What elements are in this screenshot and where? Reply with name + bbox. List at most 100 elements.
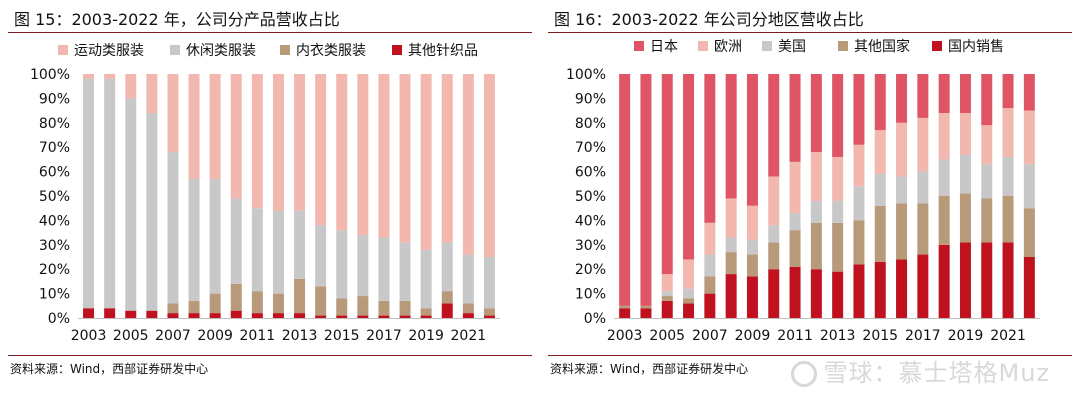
bar-segment bbox=[357, 296, 369, 316]
bar-segment bbox=[146, 310, 158, 318]
figure-15-title: 图 15：2003-2022 年，公司分产品营收占比 bbox=[14, 10, 340, 29]
bar-segment bbox=[315, 315, 327, 318]
bar-segment bbox=[789, 213, 801, 231]
bar-segment bbox=[619, 308, 631, 318]
bar-segment bbox=[483, 257, 495, 309]
bar-segment bbox=[230, 74, 242, 199]
bar-segment bbox=[661, 291, 673, 297]
bar-segment bbox=[378, 300, 390, 316]
x-tick-label: 2009 bbox=[197, 328, 233, 344]
title-rule bbox=[8, 32, 532, 33]
bar-segment bbox=[768, 225, 780, 243]
bar-segment bbox=[209, 313, 221, 318]
bar-segment bbox=[1023, 164, 1035, 209]
bar-segment bbox=[420, 249, 432, 309]
legend-label: 内衣类服装 bbox=[296, 43, 366, 59]
bar-segment bbox=[378, 315, 390, 318]
bar-segment bbox=[768, 242, 780, 270]
bar-segment bbox=[725, 74, 737, 199]
bar-segment bbox=[981, 164, 993, 199]
bar-segment bbox=[399, 74, 411, 243]
bar-segment bbox=[441, 291, 453, 304]
legend-label: 其他国家 bbox=[854, 38, 910, 55]
bar-segment bbox=[640, 74, 652, 306]
bar-segment bbox=[167, 74, 179, 153]
bar-segment bbox=[251, 291, 263, 314]
bar-segment bbox=[938, 113, 950, 160]
source-rule bbox=[548, 355, 1072, 356]
bar-segment bbox=[1002, 156, 1014, 196]
bar-segment bbox=[768, 176, 780, 226]
bar-segment bbox=[810, 152, 822, 201]
x-tick-label: 2005 bbox=[113, 328, 149, 344]
y-tick-label: 60% bbox=[39, 165, 70, 181]
bar-segment bbox=[683, 303, 695, 318]
bar-segment bbox=[146, 74, 158, 114]
y-tick-label: 50% bbox=[39, 189, 70, 205]
bar-segment bbox=[746, 276, 758, 318]
bar-segment bbox=[294, 313, 306, 318]
bar-segment bbox=[462, 303, 474, 314]
bar-segment bbox=[853, 144, 865, 187]
bar-segment bbox=[981, 242, 993, 318]
bar-segment bbox=[462, 254, 474, 304]
bar-segment bbox=[917, 171, 929, 204]
bar-segment bbox=[209, 74, 221, 179]
bar-segment bbox=[874, 74, 886, 131]
x-tick-label: 2015 bbox=[324, 328, 360, 344]
bar-segment bbox=[83, 74, 95, 79]
bar-segment bbox=[896, 122, 908, 177]
bar-segment bbox=[832, 222, 844, 272]
bar-segment bbox=[230, 283, 242, 311]
bar-segment bbox=[661, 300, 673, 318]
bar-segment bbox=[789, 161, 801, 214]
legend-swatch bbox=[280, 45, 290, 55]
bar-segment bbox=[853, 186, 865, 221]
bar-segment bbox=[209, 293, 221, 314]
bar-segment bbox=[683, 298, 695, 304]
bar-segment bbox=[230, 310, 242, 318]
bar-segment bbox=[704, 74, 716, 223]
x-tick-label: 2015 bbox=[862, 328, 898, 344]
snowball-logo-icon bbox=[791, 361, 818, 387]
bar-segment bbox=[746, 254, 758, 277]
y-tick-label: 40% bbox=[575, 213, 606, 229]
bar-segment bbox=[683, 259, 695, 289]
bar-segment bbox=[336, 298, 348, 316]
bar-segment bbox=[959, 113, 971, 155]
bar-segment bbox=[315, 225, 327, 287]
legend-label: 日本 bbox=[650, 39, 678, 55]
x-tick-label: 2017 bbox=[366, 328, 402, 344]
bar-segment bbox=[125, 74, 137, 99]
bar-segment bbox=[683, 74, 695, 260]
bar-segment bbox=[357, 74, 369, 236]
bar-segment bbox=[378, 237, 390, 301]
bar-segment bbox=[832, 200, 844, 223]
bar-segment bbox=[1002, 196, 1014, 243]
figure-16-source: 资料来源：Wind，西部证券研发中心 bbox=[550, 362, 749, 376]
bar-segment bbox=[420, 308, 432, 316]
y-tick-label: 30% bbox=[39, 238, 70, 254]
bar-segment bbox=[188, 74, 200, 179]
y-tick-label: 100% bbox=[566, 67, 606, 83]
bar-segment bbox=[917, 74, 929, 118]
bar-segment bbox=[420, 74, 432, 250]
bar-segment bbox=[378, 74, 390, 238]
y-tick-label: 70% bbox=[39, 140, 70, 156]
bar-segment bbox=[917, 254, 929, 318]
bar-segment bbox=[462, 313, 474, 318]
y-tick-label: 90% bbox=[39, 91, 70, 107]
bar-segment bbox=[188, 300, 200, 314]
legend-swatch bbox=[762, 41, 772, 51]
legend-swatch bbox=[392, 45, 402, 55]
bar-segment bbox=[315, 74, 327, 226]
bar-segment bbox=[251, 74, 263, 209]
bar-segment bbox=[938, 196, 950, 245]
bar-segment bbox=[188, 178, 200, 301]
legend-swatch bbox=[698, 41, 708, 51]
bar-segment bbox=[725, 274, 737, 318]
legend-label: 运动类服装 bbox=[74, 43, 144, 59]
bar-segment bbox=[704, 222, 716, 255]
bar-segment bbox=[874, 130, 886, 175]
bar-segment bbox=[704, 276, 716, 294]
